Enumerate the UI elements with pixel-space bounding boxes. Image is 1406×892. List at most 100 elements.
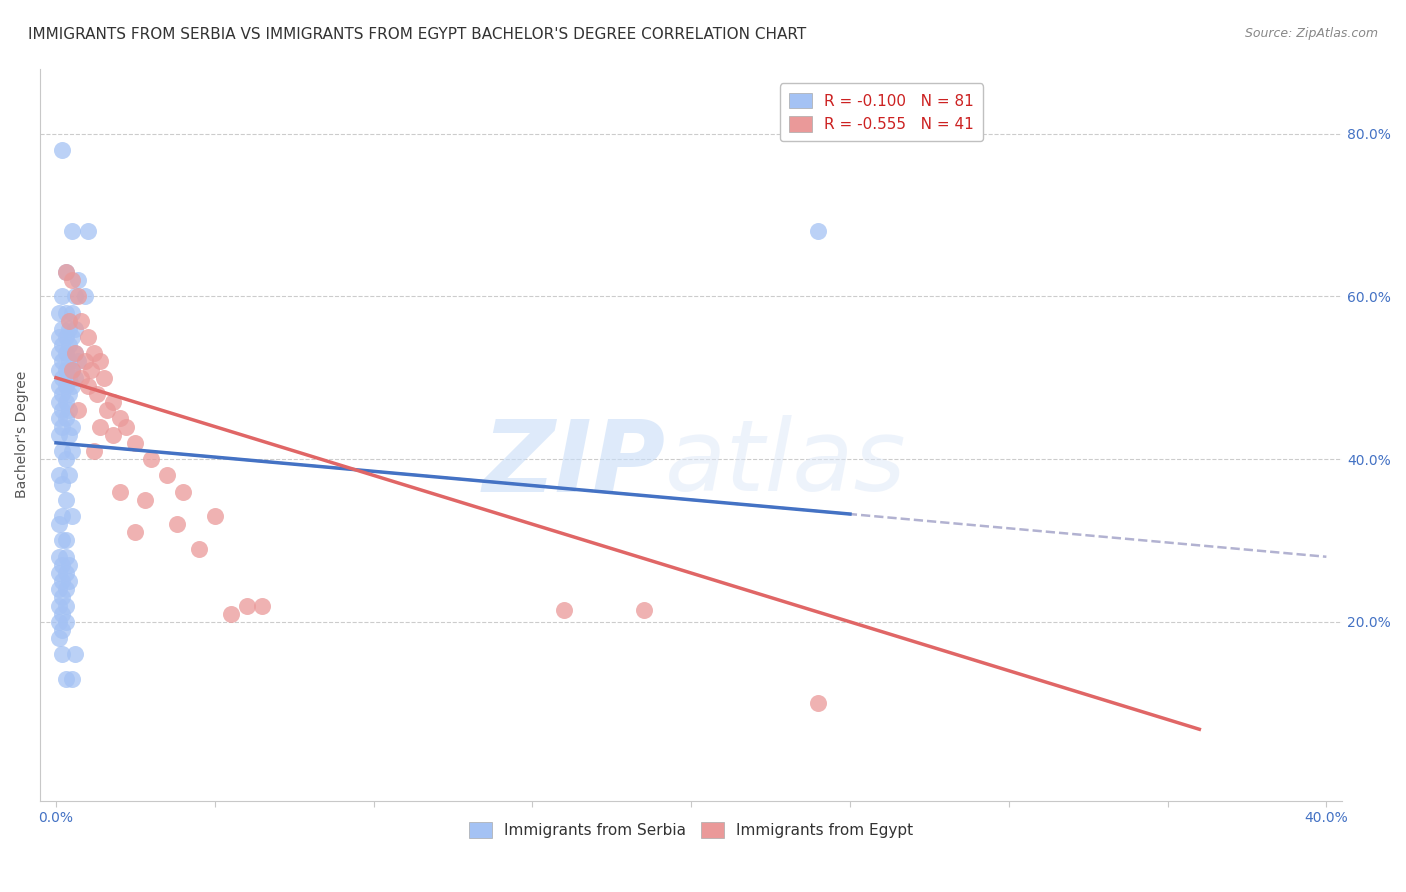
Point <box>141 452 163 467</box>
Point <box>48 517 70 532</box>
Point <box>58 354 80 368</box>
Point <box>60 444 83 458</box>
Point <box>55 582 77 597</box>
Point <box>48 599 70 613</box>
Point <box>51 558 73 572</box>
Point <box>55 362 77 376</box>
Point <box>55 379 77 393</box>
Point <box>67 273 90 287</box>
Point <box>60 379 83 393</box>
Point <box>235 599 257 613</box>
Point <box>51 623 73 637</box>
Point <box>76 379 98 393</box>
Point <box>48 427 70 442</box>
Point <box>48 395 70 409</box>
Point <box>60 362 83 376</box>
Point <box>55 566 77 580</box>
Point <box>51 354 73 368</box>
Point <box>134 492 156 507</box>
Point <box>70 370 93 384</box>
Point <box>73 289 96 303</box>
Point <box>63 346 86 360</box>
Point <box>55 346 77 360</box>
Point <box>86 387 108 401</box>
Point <box>51 289 73 303</box>
Point <box>55 330 77 344</box>
Point <box>48 305 70 319</box>
Point <box>51 648 73 662</box>
Point <box>76 330 98 344</box>
Point <box>48 615 70 629</box>
Point <box>219 607 242 621</box>
Point <box>51 574 73 589</box>
Point <box>48 379 70 393</box>
Point <box>51 444 73 458</box>
Point <box>807 224 830 238</box>
Point <box>48 362 70 376</box>
Point <box>187 541 209 556</box>
Point <box>51 533 73 548</box>
Point <box>55 265 77 279</box>
Point <box>48 566 70 580</box>
Point <box>252 599 274 613</box>
Point <box>93 370 115 384</box>
Point <box>172 484 194 499</box>
Point <box>58 403 80 417</box>
Point <box>48 582 70 597</box>
Point <box>48 468 70 483</box>
Point <box>51 476 73 491</box>
Point <box>55 265 77 279</box>
Point <box>51 591 73 605</box>
Point <box>63 346 86 360</box>
Point <box>70 314 93 328</box>
Point <box>60 419 83 434</box>
Point <box>55 599 77 613</box>
Point <box>89 419 111 434</box>
Point <box>73 354 96 368</box>
Point <box>124 525 146 540</box>
Point <box>55 305 77 319</box>
Point <box>115 419 138 434</box>
Point <box>60 509 83 524</box>
Point <box>51 403 73 417</box>
Point <box>60 362 83 376</box>
Point <box>51 509 73 524</box>
Point <box>58 338 80 352</box>
Point <box>101 427 124 442</box>
Point <box>58 468 80 483</box>
Point <box>124 435 146 450</box>
Point <box>51 370 73 384</box>
Point <box>51 387 73 401</box>
Point <box>63 322 86 336</box>
Point <box>55 452 77 467</box>
Point <box>108 411 131 425</box>
Point <box>48 346 70 360</box>
Point <box>58 370 80 384</box>
Point <box>58 387 80 401</box>
Point <box>83 346 105 360</box>
Point <box>67 289 90 303</box>
Point <box>89 354 111 368</box>
Point <box>51 607 73 621</box>
Point <box>553 602 575 616</box>
Point <box>51 143 73 157</box>
Point <box>48 549 70 564</box>
Point <box>51 338 73 352</box>
Point <box>633 602 655 616</box>
Point <box>63 648 86 662</box>
Point <box>55 615 77 629</box>
Point <box>67 354 90 368</box>
Text: atlas: atlas <box>665 416 907 513</box>
Point <box>48 330 70 344</box>
Point <box>58 314 80 328</box>
Point <box>58 558 80 572</box>
Point <box>51 322 73 336</box>
Text: ZIP: ZIP <box>482 416 665 513</box>
Point <box>55 411 77 425</box>
Point <box>166 517 188 532</box>
Point <box>48 411 70 425</box>
Point <box>51 419 73 434</box>
Point <box>101 395 124 409</box>
Point <box>48 631 70 645</box>
Point <box>60 273 83 287</box>
